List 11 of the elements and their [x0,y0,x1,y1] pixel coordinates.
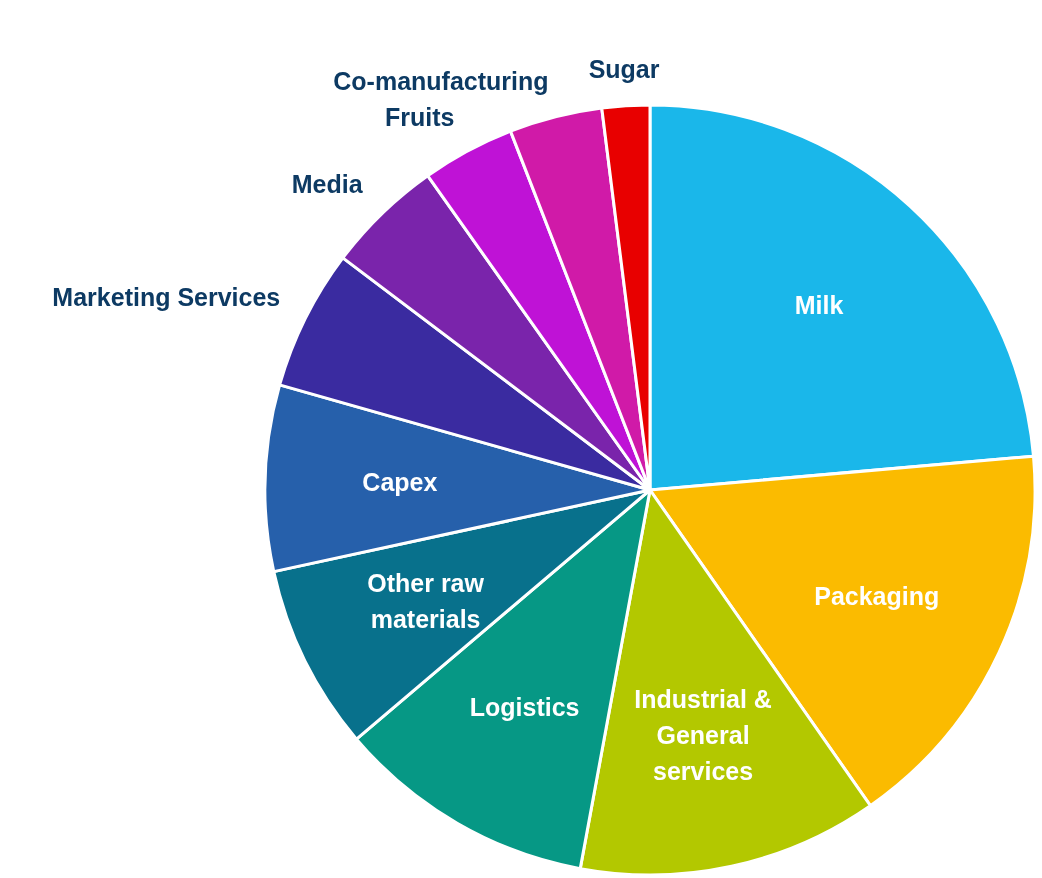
slice-label: Co-manufacturing [333,66,549,95]
slice-label: Industrial & General services [634,684,772,785]
slice-label: Milk [794,291,844,320]
slice-label: Other raw materials [367,568,485,633]
slice-label: Marketing Services [52,282,281,311]
slice-label: Logistics [469,692,580,721]
slice-label: Capex [362,468,438,497]
slice-label: Packaging [814,581,940,610]
slice-label: Fruits [385,103,455,132]
slice-label: Sugar [588,54,660,83]
slice-label: Media [291,170,364,199]
